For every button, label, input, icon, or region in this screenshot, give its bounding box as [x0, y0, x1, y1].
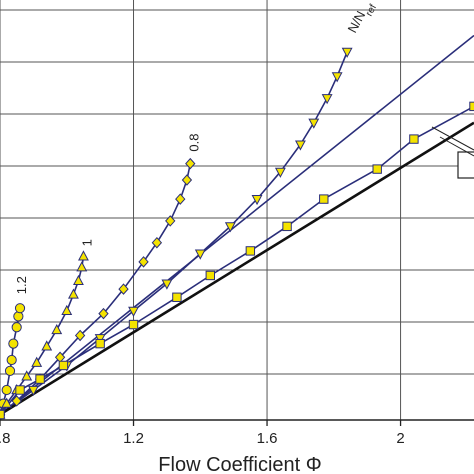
series-1-point-6	[51, 323, 63, 335]
series-line-1	[0, 256, 85, 415]
series-1-point-3	[21, 370, 33, 381]
series-2-point-6	[118, 283, 129, 295]
series-4-point-12	[409, 134, 419, 144]
series-4-point-6	[172, 292, 182, 302]
series-3-point-10	[294, 140, 306, 151]
series-2-point-8	[151, 236, 163, 249]
series-3-point-6	[194, 249, 206, 260]
series-4-point-8	[245, 246, 256, 256]
axes	[0, 419, 474, 426]
series-1-point-10	[76, 261, 88, 272]
legend-leader-2	[439, 136, 474, 157]
series-1-point-8	[68, 288, 79, 299]
series-2-point-12	[185, 157, 196, 170]
series-1-point-9	[73, 274, 84, 286]
x-axis-title: Flow Coefficient Φ	[158, 454, 321, 474]
x-tick-label-0: 0.8	[0, 430, 10, 447]
series-2-point-5	[98, 307, 109, 320]
series-lines	[0, 34, 474, 416]
series-line-6	[0, 121, 474, 416]
x-tick-label-1: 1.2	[123, 430, 144, 447]
annotation-3-subscript: ref	[363, 2, 378, 18]
series-2-point-1	[11, 395, 22, 407]
series-1-point-7	[61, 304, 73, 316]
series-1-point-5	[41, 340, 53, 351]
series-4-point-10	[319, 194, 329, 204]
series-4-point-2	[35, 374, 45, 384]
series-3-point-1	[27, 385, 39, 397]
series-3-point-9	[274, 167, 286, 178]
x-tick-labels: 0.8 1.2 1.6 2	[0, 430, 405, 447]
series-4-point-9	[282, 221, 292, 232]
series-4-point-11	[372, 164, 382, 174]
series-3-point-5	[161, 279, 173, 290]
series-2-point-11	[181, 174, 193, 186]
series-0-point-6	[11, 322, 22, 333]
legend-leader-1	[431, 126, 474, 151]
series-0-point-2	[1, 384, 12, 396]
series-4-point-4	[95, 338, 105, 349]
legend-callout	[431, 126, 474, 179]
series-0-point-3	[4, 365, 16, 377]
series-4-point-3	[58, 360, 69, 371]
series-0-point-4	[6, 354, 17, 366]
series-2-point-4	[74, 329, 86, 342]
series-4-point-13	[469, 101, 474, 112]
series-1-point-1	[1, 397, 13, 408]
series-4-point-0	[0, 409, 5, 420]
series-line-4	[0, 105, 474, 416]
annotation-1: 1	[79, 239, 94, 246]
series-0-point-5	[8, 338, 19, 349]
series-2-point-9	[165, 215, 176, 227]
series-0-point-7	[13, 311, 24, 322]
annotation-0: 1.2	[14, 276, 29, 294]
annotation-3: N/Nref = 0.6	[345, 0, 395, 38]
series-1-point-4	[31, 356, 43, 367]
series-3-point-7	[224, 222, 236, 233]
series-1-point-11	[78, 250, 89, 261]
series-3-point-8	[251, 194, 263, 206]
series-3-point-3	[94, 334, 106, 345]
x-tick-label-3: 2	[396, 430, 404, 447]
series-3-point-4	[128, 306, 139, 317]
series-0-point-8	[14, 303, 26, 314]
series-4-point-5	[128, 319, 139, 330]
annotation-3-tail: = 0.6	[361, 0, 390, 5]
series-markers	[0, 47, 474, 421]
annotation-2: 0.8	[186, 134, 201, 152]
series-2-point-10	[175, 193, 186, 205]
series-3-point-12	[321, 94, 333, 105]
x-tick-label-2: 1.6	[257, 430, 278, 447]
series-4-point-7	[205, 270, 215, 281]
series-4-point-1	[15, 385, 25, 395]
series-3-point-14	[341, 47, 353, 58]
series-line-5	[0, 34, 474, 416]
legend-box-frame	[457, 151, 474, 179]
series-3-point-13	[331, 72, 343, 83]
series-3-point-11	[308, 118, 320, 129]
series-2-point-7	[138, 256, 149, 268]
